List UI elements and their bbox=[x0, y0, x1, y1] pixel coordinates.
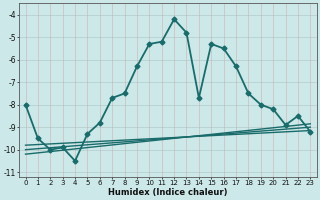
X-axis label: Humidex (Indice chaleur): Humidex (Indice chaleur) bbox=[108, 188, 228, 197]
